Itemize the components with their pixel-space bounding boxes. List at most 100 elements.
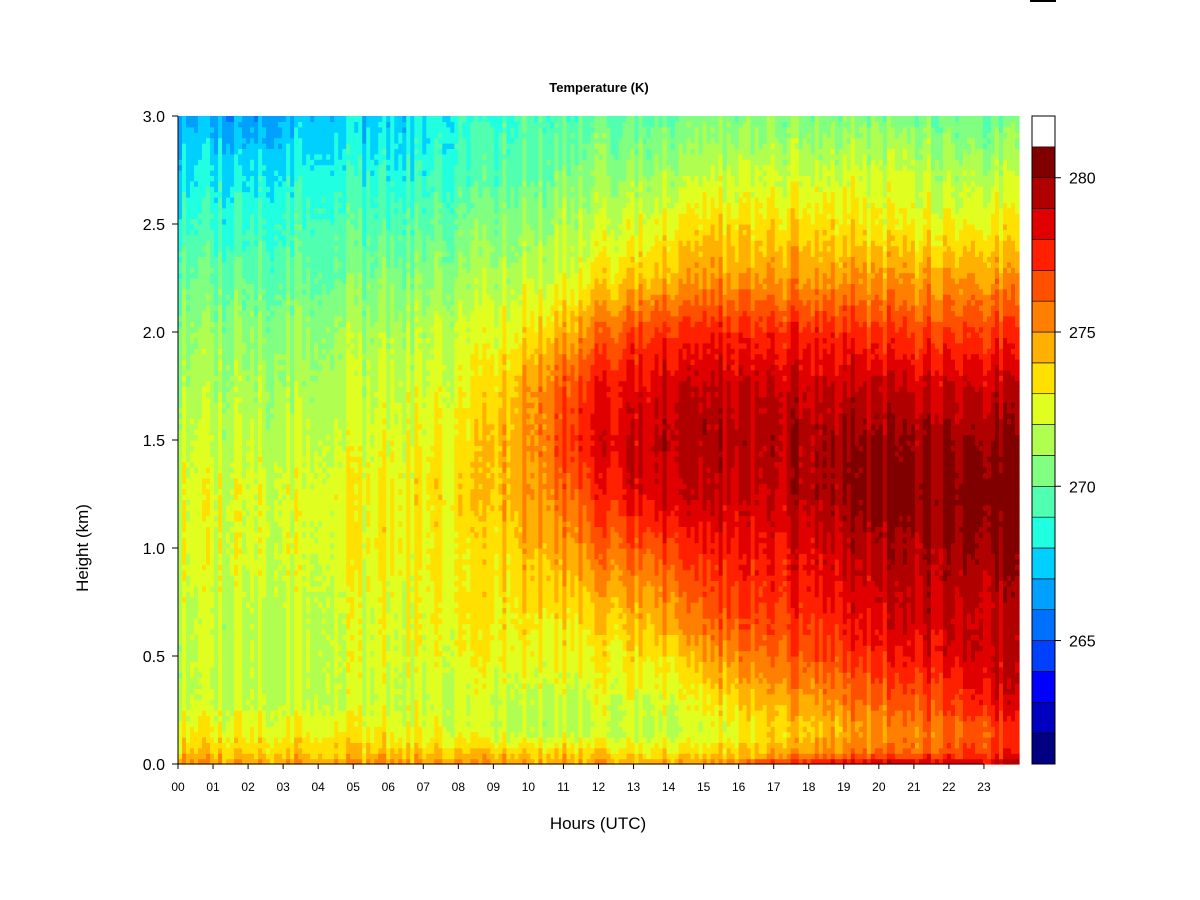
heatmap-cell: [186, 607, 191, 613]
heatmap-cell: [186, 726, 191, 732]
heatmap-cell: [210, 397, 215, 403]
heatmap-cell: [202, 440, 207, 446]
heatmap-cell: [234, 499, 239, 505]
heatmap-cell: [338, 651, 343, 657]
heatmap-cell: [198, 478, 203, 484]
heatmap-cell: [338, 499, 343, 505]
heatmap-cell: [190, 656, 195, 662]
heatmap-cell: [206, 375, 211, 381]
heatmap-cell: [206, 526, 211, 532]
heatmap-cell: [254, 753, 259, 759]
heatmap-cell: [266, 294, 271, 300]
heatmap-cell: [322, 483, 327, 489]
heatmap-cell: [206, 229, 211, 235]
heatmap-cell: [202, 348, 207, 354]
heatmap-cell: [214, 321, 219, 327]
heatmap-cell: [230, 381, 235, 387]
heatmap-cell: [202, 564, 207, 570]
heatmap-cell: [258, 370, 263, 376]
heatmap-cell: [330, 138, 335, 144]
heatmap-cell: [202, 364, 207, 370]
heatmap-cell: [262, 543, 267, 549]
heatmap-cell: [334, 683, 339, 689]
heatmap-cell: [250, 310, 255, 316]
heatmap-cell: [318, 370, 323, 376]
heatmap-cell: [246, 127, 251, 133]
heatmap-cell: [306, 445, 311, 451]
heatmap-cell: [306, 262, 311, 268]
heatmap-cell: [302, 354, 307, 360]
heatmap-cell: [306, 391, 311, 397]
heatmap-cell: [282, 251, 287, 257]
heatmap-cell: [334, 424, 339, 430]
heatmap-cell: [206, 726, 211, 732]
heatmap-cell: [202, 526, 207, 532]
heatmap-cell: [178, 148, 183, 154]
heatmap-cell: [182, 710, 187, 716]
heatmap-cell: [234, 532, 239, 538]
heatmap-cell: [342, 478, 347, 484]
heatmap-cell: [266, 435, 271, 441]
heatmap-cell: [282, 640, 287, 646]
heatmap-cell: [250, 748, 255, 754]
heatmap-cell: [190, 688, 195, 694]
heatmap-cell: [234, 505, 239, 511]
heatmap-cell: [298, 532, 303, 538]
heatmap-cell: [338, 553, 343, 559]
heatmap-cell: [178, 651, 183, 657]
heatmap-cell: [194, 564, 199, 570]
heatmap-cell: [290, 694, 295, 700]
heatmap-cell: [302, 548, 307, 554]
heatmap-cell: [294, 273, 299, 279]
heatmap-cell: [310, 294, 315, 300]
heatmap-cell: [246, 586, 251, 592]
heatmap-cell: [278, 364, 283, 370]
heatmap-cell: [286, 742, 291, 748]
heatmap-cell: [326, 726, 331, 732]
heatmap-cell: [278, 186, 283, 192]
heatmap-cell: [178, 559, 183, 565]
heatmap-cell: [202, 521, 207, 527]
heatmap-cell: [258, 381, 263, 387]
heatmap-cell: [282, 710, 287, 716]
heatmap-cell: [182, 386, 187, 392]
heatmap-cell: [302, 753, 307, 759]
heatmap-cell: [322, 721, 327, 727]
heatmap-cell: [266, 602, 271, 608]
heatmap-cell: [306, 413, 311, 419]
heatmap-cell: [258, 424, 263, 430]
heatmap-cell: [274, 192, 279, 198]
heatmap-cell: [178, 489, 183, 495]
heatmap-cell: [262, 586, 267, 592]
heatmap-cell: [254, 521, 259, 527]
heatmap-cell: [238, 294, 243, 300]
heatmap-cell: [262, 440, 267, 446]
heatmap-cell: [226, 197, 231, 203]
heatmap-cell: [330, 516, 335, 522]
heatmap-cell: [254, 262, 259, 268]
heatmap-cell: [306, 154, 311, 160]
heatmap-cell: [270, 310, 275, 316]
heatmap-cell: [242, 645, 247, 651]
heatmap-cell: [194, 170, 199, 176]
heatmap-cell: [278, 607, 283, 613]
heatmap-cell: [202, 138, 207, 144]
heatmap-cell: [330, 262, 335, 268]
heatmap-cell: [190, 575, 195, 581]
heatmap-cell: [238, 586, 243, 592]
heatmap-cell: [318, 192, 323, 198]
heatmap-cell: [246, 175, 251, 181]
heatmap-cell: [254, 683, 259, 689]
heatmap-cell: [202, 343, 207, 349]
heatmap-cell: [254, 246, 259, 252]
heatmap-cell: [206, 721, 211, 727]
heatmap-cell: [326, 543, 331, 549]
heatmap-cell: [198, 256, 203, 262]
heatmap-cell: [294, 289, 299, 295]
heatmap-cell: [338, 613, 343, 619]
heatmap-cell: [274, 564, 279, 570]
heatmap-cell: [238, 343, 243, 349]
heatmap-cell: [266, 521, 271, 527]
heatmap-cell: [278, 143, 283, 149]
heatmap-cell: [222, 197, 227, 203]
